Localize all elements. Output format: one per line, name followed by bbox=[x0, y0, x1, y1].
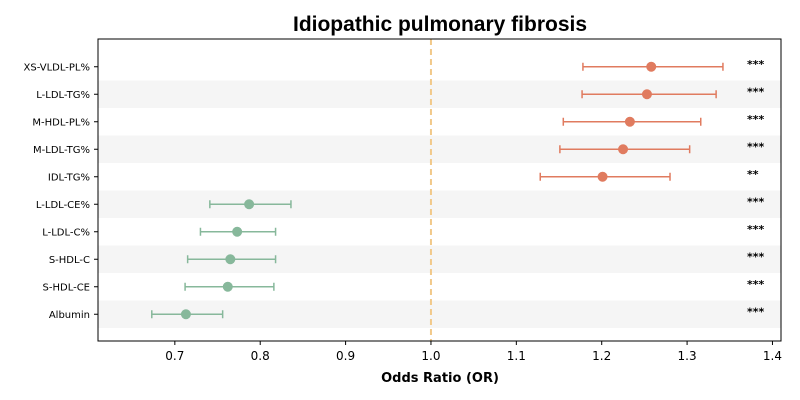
significance-label: *** bbox=[747, 250, 765, 263]
x-tick-label: 1.1 bbox=[507, 349, 526, 363]
significance-label: *** bbox=[747, 140, 765, 153]
x-tick-label: 0.8 bbox=[251, 349, 270, 363]
point-estimate bbox=[244, 199, 255, 210]
y-tick-label: S-HDL-CE bbox=[43, 282, 90, 293]
significance-label: *** bbox=[747, 58, 765, 71]
x-tick-label: 1.0 bbox=[421, 349, 440, 363]
y-tick-label: L-LDL-C% bbox=[42, 227, 90, 238]
y-tick-label: S-HDL-C bbox=[49, 255, 90, 266]
x-tick-label: 0.9 bbox=[336, 349, 355, 363]
row-bands bbox=[98, 80, 781, 328]
y-tick-label: M-LDL-TG% bbox=[33, 145, 90, 156]
significance-label: *** bbox=[747, 85, 765, 98]
x-tick-label: 1.4 bbox=[763, 349, 782, 363]
row-band bbox=[98, 190, 781, 218]
significance-label: ** bbox=[747, 168, 759, 181]
y-tick-label: XS-VLDL-PL% bbox=[24, 62, 90, 73]
significance-label: *** bbox=[747, 223, 765, 236]
x-axis-label: Odds Ratio (OR) bbox=[381, 371, 499, 386]
point-estimate bbox=[641, 89, 652, 100]
point-estimate bbox=[180, 309, 191, 320]
point-estimate bbox=[222, 281, 233, 292]
point-estimate bbox=[624, 116, 635, 127]
point-estimate bbox=[225, 254, 236, 265]
point-estimate bbox=[597, 171, 608, 182]
y-tick-label: L-LDL-TG% bbox=[36, 90, 90, 101]
point-estimate bbox=[618, 144, 629, 155]
x-tick-label: 1.3 bbox=[678, 349, 697, 363]
significance-label: *** bbox=[747, 278, 765, 291]
point-estimate bbox=[646, 61, 657, 72]
significance-label: *** bbox=[747, 305, 765, 318]
chart-title: Idiopathic pulmonary fibrosis bbox=[293, 13, 587, 36]
y-tick-label: Albumin bbox=[49, 310, 90, 321]
plot-frame bbox=[97, 38, 782, 342]
significance-label: *** bbox=[747, 195, 765, 208]
y-tick-label: M-HDL-PL% bbox=[32, 117, 90, 128]
x-tick-label: 0.7 bbox=[165, 349, 184, 363]
y-tick-label: L-LDL-CE% bbox=[36, 200, 90, 211]
y-tick-label: IDL-TG% bbox=[48, 172, 90, 183]
significance-label: *** bbox=[747, 113, 765, 126]
point-estimate bbox=[232, 226, 243, 237]
data-marks: ***************************** bbox=[151, 58, 765, 320]
x-axis: XS-VLDL-PL% L-LDL-TG% M-HDL-PL% M-LDL-TG% ID… bbox=[24, 62, 782, 363]
x-tick-label: 1.2 bbox=[592, 349, 611, 363]
